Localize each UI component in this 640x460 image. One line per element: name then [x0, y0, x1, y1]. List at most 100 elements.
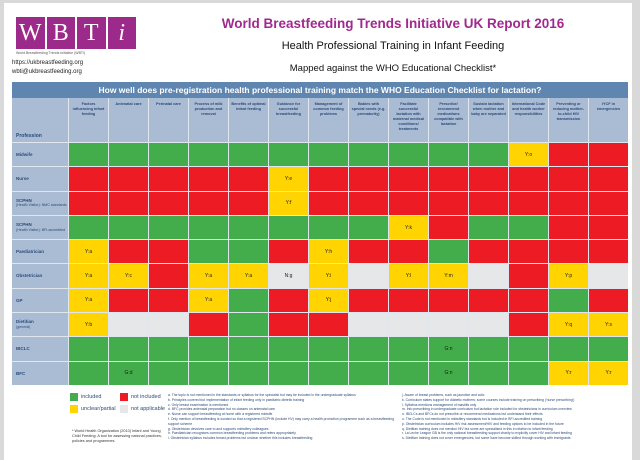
footnote: f. Only mention of breastfeeding is word… — [168, 416, 394, 426]
status-cell — [229, 143, 268, 167]
footnote-marker: Y:c — [125, 273, 132, 280]
status-cell — [549, 337, 588, 361]
status-cell — [389, 313, 428, 337]
status-cell: Y:a — [69, 288, 108, 313]
footnote-marker: Y:h — [324, 248, 333, 255]
footnote: l. Syllabus mentions management of masti… — [402, 402, 477, 407]
status-cell: Y:j — [309, 288, 348, 313]
footnote-marker: Y:s — [605, 321, 612, 328]
status-cell — [309, 167, 348, 191]
status-cell — [589, 240, 628, 264]
status-cell — [549, 215, 588, 240]
row-label-scphn: SCPHN (Health Visitor): NMC standards — [12, 191, 68, 215]
status-cell — [229, 313, 268, 337]
row-label-gp: GP — [12, 288, 68, 313]
legend-label: not applicable — [131, 406, 165, 412]
status-cell — [509, 240, 548, 264]
status-cell — [389, 143, 428, 167]
logo-tagline: World Breastfeeding Trends Initiative (W… — [16, 51, 85, 55]
profession-name: Paediatrician — [16, 249, 45, 255]
footnote-marker: Y:a — [84, 297, 93, 304]
status-cell: Y:a — [69, 264, 108, 288]
footnote: p. Obstetrician curriculum includes HIV … — [402, 421, 564, 426]
status-cell — [589, 215, 628, 240]
status-cell — [69, 361, 108, 385]
status-cell — [109, 191, 148, 215]
status-cell — [469, 215, 508, 240]
profession-name: SCPHN — [16, 222, 32, 228]
status-cell — [429, 215, 468, 240]
column-header: Sustain lactation when mother and baby a… — [469, 98, 508, 142]
status-cell — [269, 143, 308, 167]
column-header: Perinatal care — [149, 98, 188, 142]
contact-info: https://ukbreastfeeding.org wbti@ukbreas… — [12, 59, 83, 77]
status-cell — [509, 361, 548, 385]
profession-name: IBCLC — [16, 346, 30, 352]
footnote-marker: Y:a — [204, 273, 213, 280]
status-cell — [269, 240, 308, 264]
footnotes-right: j. Aware of breast problems, such as jau… — [402, 393, 630, 441]
status-cell — [469, 167, 508, 191]
status-cell — [269, 215, 308, 240]
status-cell — [109, 167, 148, 191]
profession-detail: (Health Visitor): BFI-accredited — [16, 227, 66, 232]
logo-letter: B — [46, 17, 75, 49]
status-cell — [349, 191, 388, 215]
footnote-marker: Y:q — [564, 321, 573, 328]
website-link[interactable]: https://ukbreastfeeding.org — [12, 60, 84, 66]
status-cell — [589, 167, 628, 191]
legend-label: included — [81, 394, 102, 400]
status-cell — [509, 288, 548, 313]
profession-name: GP — [16, 297, 23, 303]
status-cell — [149, 143, 188, 167]
status-cell — [549, 191, 588, 215]
footnote: e. Nurse can support breastfeeding at ho… — [168, 412, 273, 417]
footnote: d. BFC provides antenatal preparation bu… — [168, 407, 276, 412]
status-cell — [189, 215, 228, 240]
legend-label: not included — [131, 394, 161, 400]
status-cell — [269, 313, 308, 337]
row-label-bfc: BFC — [12, 361, 68, 385]
footnotes-left: a. The topic is not mentioned in the sta… — [168, 393, 400, 441]
status-cell — [189, 143, 228, 167]
footnote: m. Info prescribing in undergraduate cur… — [402, 407, 572, 412]
status-cell: Y:l — [389, 264, 428, 288]
footnote-marker: Y:r — [565, 370, 572, 377]
status-cell — [229, 288, 268, 313]
column-header: Guidance for successful breastfeeding — [269, 98, 308, 142]
footnote-marker: Y:l — [405, 273, 412, 280]
footnote-marker: N:g — [284, 273, 293, 280]
status-cell: Y:m — [429, 264, 468, 288]
status-cell — [349, 264, 388, 288]
status-cell — [69, 167, 108, 191]
column-header: Preventing or reducing mother-to-child H… — [549, 98, 588, 142]
status-cell — [189, 240, 228, 264]
status-cell: Y:r — [549, 361, 588, 385]
status-cell — [349, 215, 388, 240]
status-cell — [349, 143, 388, 167]
status-cell — [229, 191, 268, 215]
row-label-nurse: Nurse — [12, 167, 68, 191]
logo-letter: W — [16, 17, 45, 49]
footnote-marker: G:d — [124, 370, 133, 377]
footnote-marker: Y:j — [325, 297, 332, 304]
status-cell: Y:e — [269, 167, 308, 191]
footnote-marker: Y:m — [444, 273, 453, 280]
profession-header: Profession — [12, 98, 68, 142]
report-title: World Breastfeeding Trends Initiative UK… — [221, 16, 565, 31]
status-cell — [469, 143, 508, 167]
report-page: W B T i World Breastfeeding Trends Initi… — [4, 3, 632, 460]
email-link[interactable]: wbti@ukbreastfeeding.org — [12, 69, 82, 75]
status-cell — [589, 337, 628, 361]
status-cell — [509, 313, 548, 337]
status-cell: Y:a — [229, 264, 268, 288]
column-header: Process of milk production and removal — [189, 98, 228, 142]
status-cell — [69, 143, 108, 167]
status-cell — [549, 167, 588, 191]
footnote-marker: Y:a — [204, 297, 213, 304]
status-cell — [149, 337, 188, 361]
footnote: s. Dietitian training does not cover eme… — [402, 436, 571, 441]
status-cell — [429, 240, 468, 264]
profession-detail: (Health Visitor): NMC standards — [16, 203, 67, 208]
status-cell — [589, 264, 628, 288]
